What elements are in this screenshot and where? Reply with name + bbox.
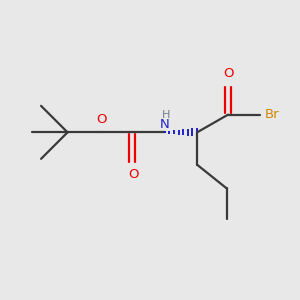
Text: Br: Br <box>265 108 280 121</box>
Text: H: H <box>162 110 170 120</box>
Text: O: O <box>96 113 107 126</box>
Text: O: O <box>129 168 139 181</box>
Text: O: O <box>223 67 233 80</box>
Text: N: N <box>160 118 169 131</box>
